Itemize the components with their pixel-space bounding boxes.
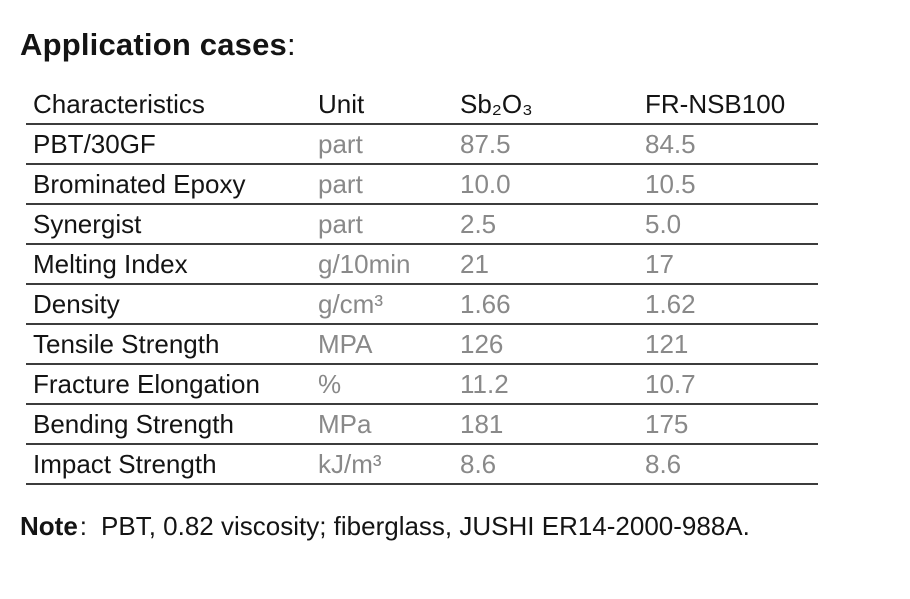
unit-cell: part — [318, 169, 363, 199]
characteristic-cell: Fracture Elongation — [33, 369, 260, 399]
fr-nsb100-value-cell: 175 — [645, 409, 689, 439]
page-title-text: Application cases — [20, 27, 287, 62]
sb2o3-value-cell: 21 — [460, 249, 489, 279]
unit-cell: part — [318, 129, 363, 159]
fr-nsb100-value-cell: 121 — [645, 329, 689, 359]
characteristic-cell: Synergist — [33, 209, 142, 239]
sb2o3-value-cell: 8.6 — [460, 449, 497, 479]
unit-cell: g/cm³ — [318, 289, 383, 319]
unit-cell: MPA — [318, 329, 373, 359]
fr-nsb100-value-cell: 10.5 — [645, 169, 696, 199]
note-label: Note — [20, 511, 78, 541]
note-text: PBT, 0.82 viscosity; fiberglass, JUSHI E… — [101, 511, 750, 541]
fr-nsb100-value-cell: 1.62 — [645, 289, 696, 319]
table-row: Melting Index g/10min 21 17 — [26, 245, 818, 285]
sb2o3-value-cell: 1.66 — [460, 289, 511, 319]
sb2o3-value-cell: 10.0 — [460, 169, 511, 199]
unit-cell: MPa — [318, 409, 372, 439]
sb2o3-value-cell: 11.2 — [460, 369, 509, 399]
column-header-unit: Unit — [318, 89, 365, 119]
table-row: Tensile Strength MPA 126 121 — [26, 325, 818, 365]
table-row: Brominated Epoxy part 10.0 10.5 — [26, 165, 818, 205]
fr-nsb100-value-cell: 84.5 — [645, 129, 696, 159]
table-body: PBT/30GF part 87.5 84.5 Brominated Epoxy… — [26, 125, 818, 485]
unit-cell: kJ/m³ — [318, 449, 382, 479]
page-title-colon: : — [287, 27, 296, 62]
sb2o3-value-cell: 87.5 — [460, 129, 511, 159]
characteristic-cell: Density — [33, 289, 120, 319]
table-row: Synergist part 2.5 5.0 — [26, 205, 818, 245]
unit-cell: part — [318, 209, 363, 239]
table-row: Fracture Elongation % 11.2 10.7 — [26, 365, 818, 405]
characteristic-cell: Brominated Epoxy — [33, 169, 246, 199]
sb2o3-value-cell: 181 — [460, 409, 504, 439]
column-header-characteristics: Characteristics — [33, 89, 205, 119]
characteristic-cell: Bending Strength — [33, 409, 234, 439]
characteristic-cell: Impact Strength — [33, 449, 217, 479]
note: Note: PBT, 0.82 viscosity; fiberglass, JU… — [20, 511, 750, 542]
column-header-fr-nsb100: FR-NSB100 — [645, 89, 786, 119]
fr-nsb100-value-cell: 5.0 — [645, 209, 682, 239]
table-header-row: Characteristics Unit Sb₂O₃ FR-NSB100 — [26, 85, 818, 125]
table-row: PBT/30GF part 87.5 84.5 — [26, 125, 818, 165]
sb2o3-value-cell: 2.5 — [460, 209, 497, 239]
characteristic-cell: Melting Index — [33, 249, 188, 279]
note-colon: : — [79, 511, 88, 541]
fr-nsb100-value-cell: 8.6 — [645, 449, 682, 479]
table-row: Bending Strength MPa 181 175 — [26, 405, 818, 445]
table-row: Density g/cm³ 1.66 1.62 — [26, 285, 818, 325]
table-row: Impact Strength kJ/m³ 8.6 8.6 — [26, 445, 818, 485]
page-title: Application cases: — [20, 27, 296, 63]
column-header-sb2o3: Sb₂O₃ — [460, 89, 533, 119]
unit-cell: g/10min — [318, 249, 411, 279]
unit-cell: % — [318, 369, 342, 399]
characteristic-cell: Tensile Strength — [33, 329, 220, 359]
sb2o3-value-cell: 126 — [460, 329, 504, 359]
fr-nsb100-value-cell: 17 — [645, 249, 674, 279]
fr-nsb100-value-cell: 10.7 — [645, 369, 696, 399]
characteristic-cell: PBT/30GF — [33, 129, 156, 159]
application-cases-table: Characteristics Unit Sb₂O₃ FR-NSB100 PBT… — [26, 85, 818, 485]
